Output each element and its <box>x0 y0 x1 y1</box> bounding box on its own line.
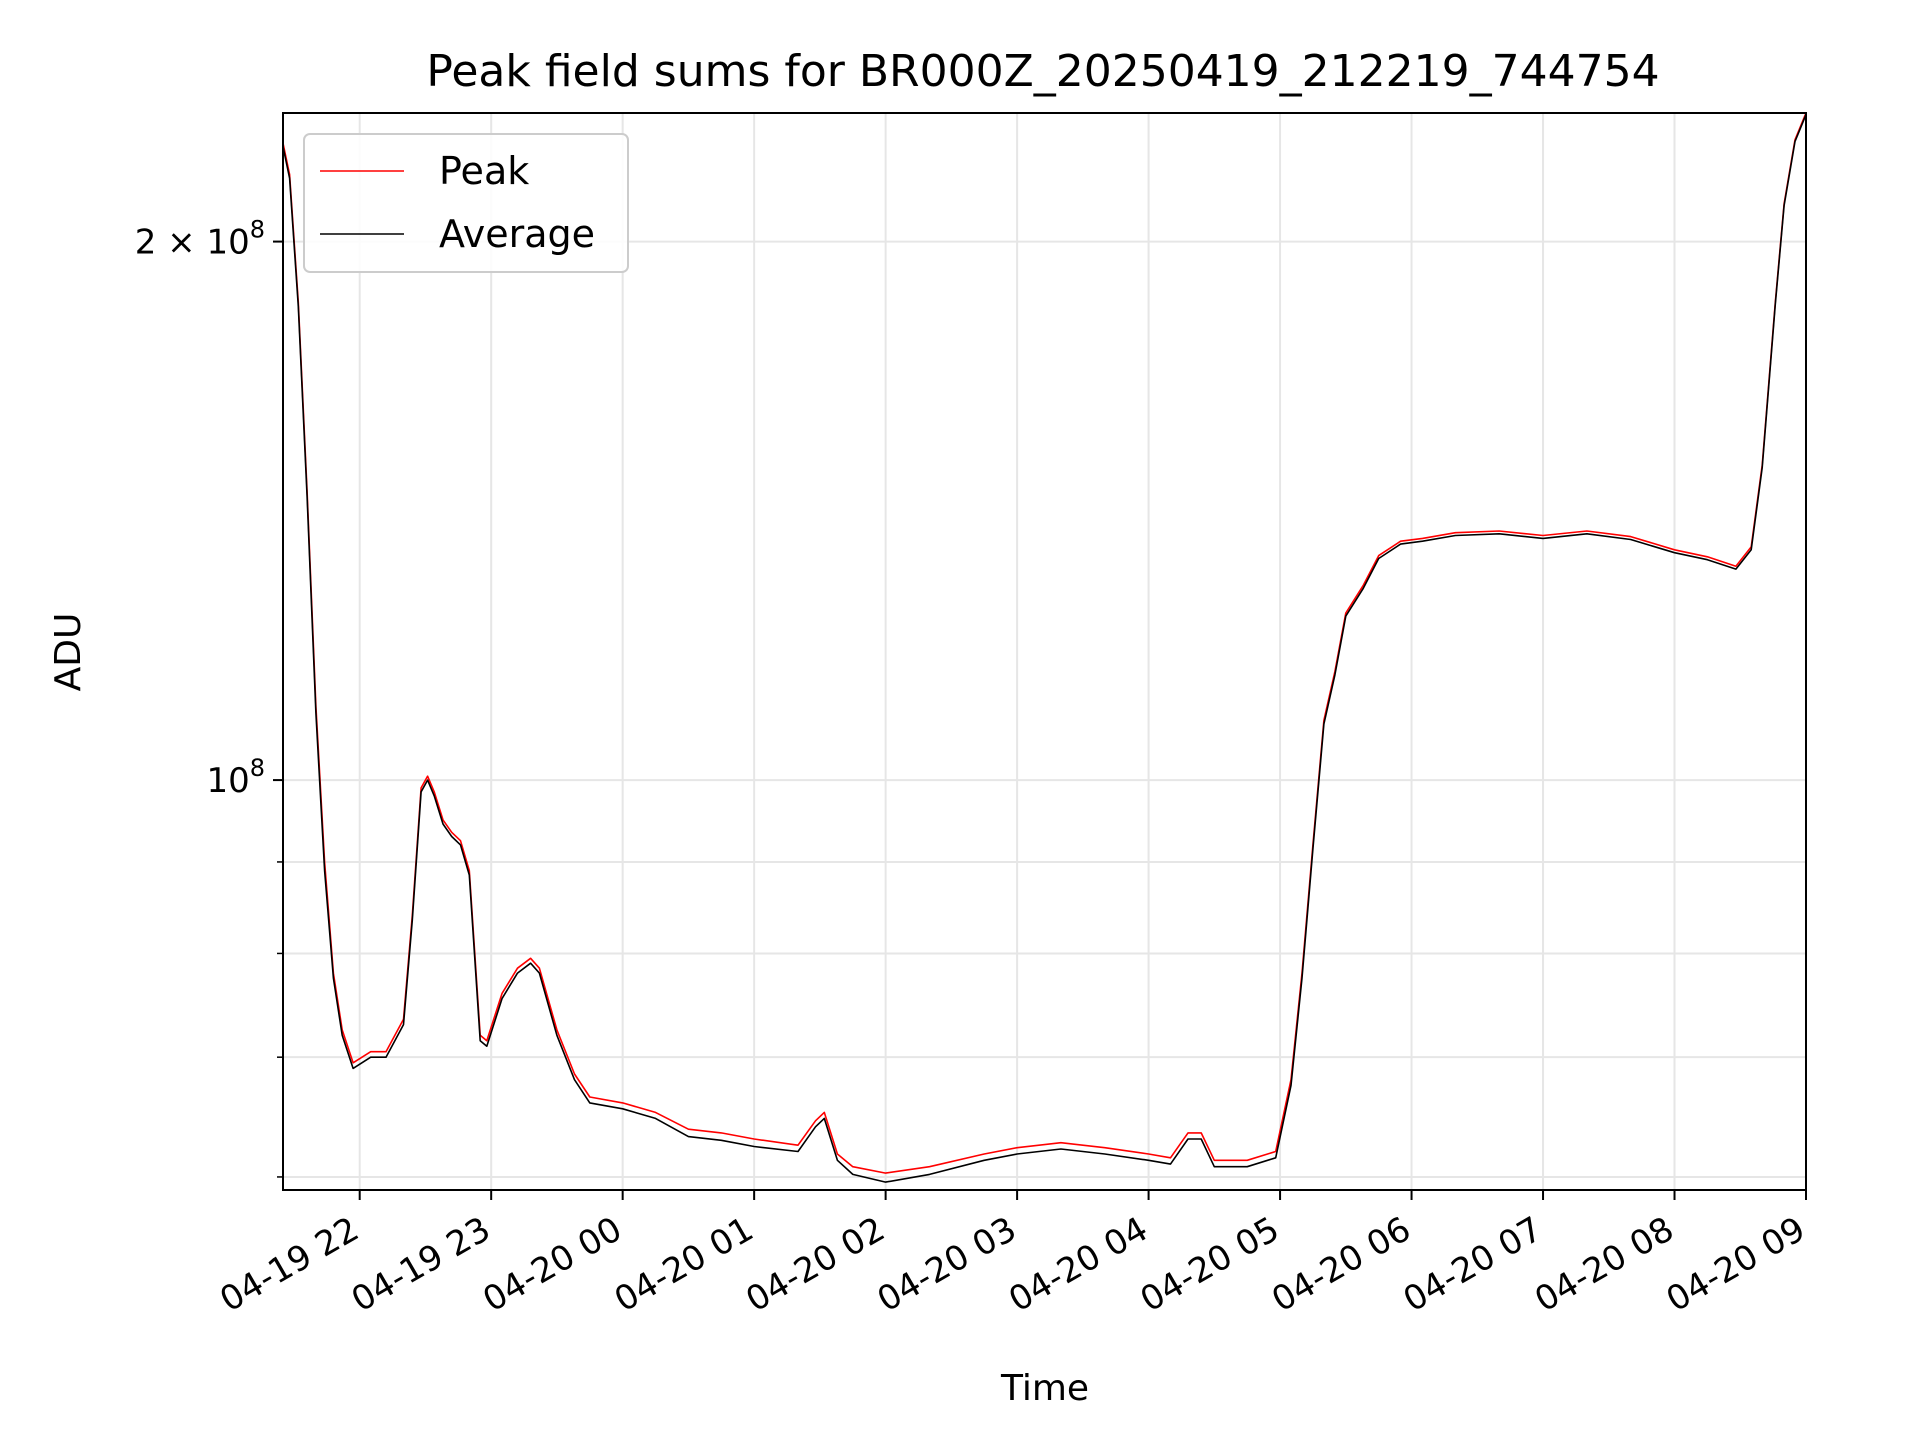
x-axis-label: Time <box>1000 1368 1089 1409</box>
legend-box <box>303 133 629 273</box>
legend-label-peak: Peak <box>439 149 529 193</box>
y-tick-label: 108 <box>206 754 265 801</box>
y-tick-label-exponent: 8 <box>250 216 265 244</box>
series-layer <box>283 113 1806 1183</box>
y-tick-label-base: 10 <box>206 761 249 801</box>
plot-frame <box>282 112 1807 1191</box>
y-tick-label-base: 2 × 10 <box>135 223 250 263</box>
y-tick-label: 2 × 108 <box>135 216 265 263</box>
y-axis-label: ADU <box>48 613 89 692</box>
y-tick-label-exponent: 8 <box>250 754 265 782</box>
legend-label-average: Average <box>439 212 595 256</box>
legend: Peak Average <box>303 133 629 273</box>
series-line-average <box>283 114 1806 1183</box>
chart-title: Peak field sums for BR000Z_20250419_2122… <box>426 46 1659 97</box>
